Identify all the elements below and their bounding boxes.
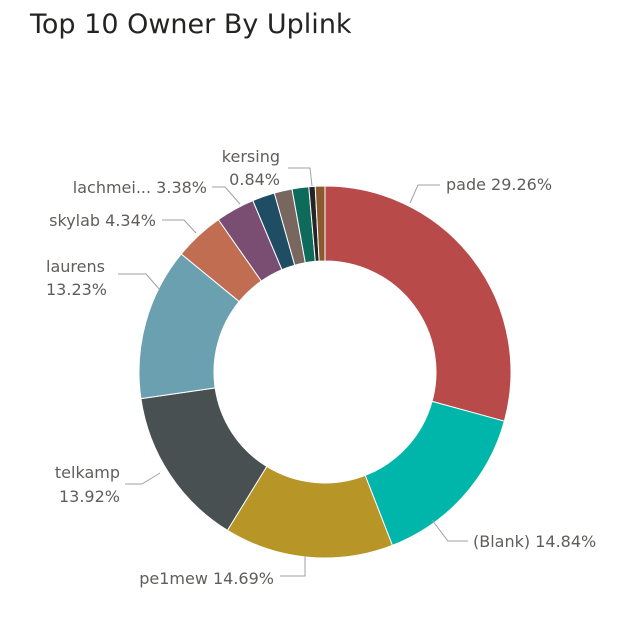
chart-title: Top 10 Owner By Uplink <box>30 9 352 40</box>
leader-line-blank <box>431 519 468 542</box>
leader-line-pade <box>409 184 440 204</box>
leader-line-pe1mew <box>280 556 306 577</box>
donut-slice-pade[interactable] <box>324 185 512 422</box>
slice-label-pe1mew: pe1mew 14.69% <box>139 569 274 588</box>
leader-line-telkamp <box>125 472 161 485</box>
slice-label-kersing-line-1: kersing <box>222 147 280 166</box>
slice-label-laurens-line-1: laurens <box>46 257 105 276</box>
slice-label-telkamp-line-1: telkamp <box>55 463 120 482</box>
slice-labels: pade 29.26% (Blank) 14.84% pe1mew 14.69% te… <box>46 147 596 588</box>
slice-label-telkamp-line-2: 13.92% <box>59 487 120 506</box>
donut-slice-kersing[interactable] <box>314 185 326 262</box>
leader-line-laurens <box>118 273 161 291</box>
leader-line-lachmei <box>212 186 241 205</box>
donut-slices <box>138 185 512 559</box>
leader-line-kersing <box>288 167 313 187</box>
slice-label-skylab: skylab 4.34% <box>49 211 156 230</box>
slice-label-lachmei: lachmei... 3.38% <box>73 178 207 197</box>
slice-label-kersing-line-2: 0.84% <box>229 170 280 189</box>
leader-line-skylab <box>162 219 197 234</box>
slice-label-laurens-line-2: 13.23% <box>46 280 107 299</box>
slice-label-blank: (Blank) 14.84% <box>473 532 596 551</box>
slice-label-pade: pade 29.26% <box>446 175 552 194</box>
